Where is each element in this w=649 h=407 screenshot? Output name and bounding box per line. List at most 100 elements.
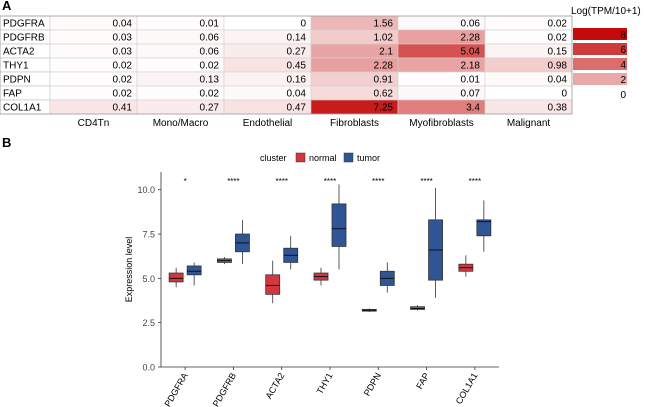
- heatmap-legend-swatch: [573, 73, 627, 85]
- boxplot-legend-swatch: [295, 152, 306, 163]
- heatmap-row-label: PDGFRB: [3, 33, 45, 44]
- heatmap-cell: [484, 85, 573, 101]
- heatmap-cell-value: 1.56: [374, 19, 394, 30]
- heatmap-cell-value: 0.03: [113, 33, 133, 44]
- heatmap-cell-value: 0.14: [287, 33, 307, 44]
- heatmap-legend-label: 4: [620, 60, 626, 71]
- boxplot-significance: ****: [372, 177, 384, 186]
- boxplot-x-tick-label: COL1A1: [454, 371, 480, 406]
- heatmap-cell-value: 5.04: [461, 47, 481, 58]
- boxplot: cluster normal tumor 0.0 2.5 5.0 7.5 10.0 Expres…: [124, 152, 499, 407]
- boxplot-x-tick-label: PDGFRA: [162, 371, 189, 407]
- heatmap-legend-swatch: [573, 28, 627, 40]
- heatmap-cell-value: 2.28: [461, 33, 481, 44]
- heatmap-column-label: Endothelial: [243, 118, 292, 129]
- boxplot-box-tumor: [186, 265, 202, 276]
- boxplot-box-normal: [168, 272, 184, 283]
- boxplot-legend-label: normal: [309, 153, 337, 163]
- heatmap-cell-value: 0.45: [287, 61, 307, 72]
- heatmap-cell-value: 3.4: [466, 103, 480, 114]
- heatmap-cell: [223, 15, 312, 31]
- heatmap-cell-value: 0.27: [200, 103, 220, 114]
- heatmap-cell-value: 1.02: [374, 33, 394, 44]
- heatmap-legend-swatch: [573, 58, 627, 70]
- boxplot-box-tumor: [476, 219, 492, 237]
- heatmap-row-label: ACTA2: [3, 47, 35, 58]
- heatmap-row-label: THY1: [3, 61, 29, 72]
- heatmap-frame: [0, 15, 573, 115]
- heatmap-legend-title: Log(TPM/10+1): [571, 6, 641, 17]
- boxplot-significance: ****: [324, 177, 336, 186]
- heatmap-row-label: FAP: [3, 89, 22, 100]
- heatmap-cell-value: 7.25: [374, 103, 394, 114]
- heatmap-cell-value: 0.06: [200, 47, 220, 58]
- heatmap-cell-value: 0.38: [548, 103, 568, 114]
- heatmap-legend-label: 8: [620, 30, 626, 41]
- panel-a-label: A: [2, 0, 12, 13]
- heatmap-cell-value: 2.28: [374, 61, 394, 72]
- heatmap-column-label: Myofibroblasts: [409, 118, 473, 129]
- boxplot-legend-swatch: [343, 152, 354, 163]
- heatmap-legend-swatch: [573, 43, 627, 55]
- heatmap-legend-label: 6: [620, 45, 626, 56]
- heatmap-cell-value: 0.06: [461, 19, 481, 30]
- boxplot-box-normal: [265, 274, 281, 295]
- heatmap-row-label: COL1A1: [3, 103, 42, 114]
- heatmap-cell-value: 0.98: [548, 61, 568, 72]
- heatmap-cell-value: 0.01: [461, 75, 481, 86]
- boxplot-x-tick-label: ACTA2: [264, 371, 287, 401]
- boxplot-y-tick-label: 5.0: [142, 274, 155, 284]
- heatmap-cell-value: 0.02: [113, 61, 133, 72]
- heatmap-cell-value: 2.1: [379, 47, 393, 58]
- boxplot-x-tick-label: PDPN: [362, 371, 383, 398]
- heatmap-cell-value: 0.02: [200, 61, 220, 72]
- boxplot-significance: ****: [227, 177, 239, 186]
- heatmap-cell-value: 0.27: [287, 47, 307, 58]
- heatmap-cell-value: 0.04: [287, 89, 307, 100]
- heatmap-legend: Log(TPM/10+1) 8 6 4 2 0: [571, 6, 641, 101]
- heatmap-cell-value: 0.03: [113, 47, 133, 58]
- boxplot-y-tick-label: 0.0: [142, 363, 155, 373]
- boxplot-y-axis-label: Expression level: [124, 237, 134, 303]
- boxplot-significance: ****: [275, 177, 287, 186]
- heatmap-legend-label: 2: [620, 75, 626, 86]
- heatmap-legend-label: 0: [620, 90, 626, 101]
- heatmap-column-label: Fibroblasts: [330, 118, 379, 129]
- panel-b-label: B: [2, 135, 12, 150]
- heatmap-cell-value: 0.02: [548, 33, 568, 44]
- heatmap-cell-value: 0.06: [200, 33, 220, 44]
- heatmap-cell-value: 0.02: [200, 89, 220, 100]
- heatmap-cell-value: 2.18: [461, 61, 481, 72]
- boxplot-y-tick-label: 2.5: [142, 318, 155, 328]
- boxplot-x-tick-label: THY1: [315, 371, 335, 396]
- heatmap-cell-value: 0.47: [287, 103, 307, 114]
- heatmap-column-label: Malignant: [507, 118, 551, 129]
- heatmap-cell-value: 0.01: [200, 19, 220, 30]
- heatmap-cell-value: 0.13: [200, 75, 220, 86]
- boxplot-legend-label: tumor: [357, 153, 380, 163]
- heatmap-cell-value: 0.02: [113, 89, 133, 100]
- boxplot-y-tick-label: 10.0: [137, 185, 155, 195]
- heatmap-row-label: PDPN: [3, 75, 31, 86]
- boxplot-y-tick-label: 7.5: [142, 230, 155, 240]
- heatmap-column-label: CD4Tn: [78, 118, 110, 129]
- heatmap-cell-value: 0.04: [548, 75, 568, 86]
- boxplot-box-tumor: [331, 203, 347, 247]
- heatmap-cell-value: 0.04: [113, 19, 133, 30]
- heatmap-cell-value: 0.02: [548, 19, 568, 30]
- heatmap: PDGFRA 0.04 0.01 0 1.56 0.06 0.02 PDGFRB 0.03 0.0…: [0, 15, 573, 129]
- heatmap-legend-swatch: [573, 88, 627, 100]
- boxplot-legend-title: cluster: [260, 153, 287, 163]
- heatmap-cell-value: 0.41: [113, 103, 133, 114]
- heatmap-cell-value: 0.07: [461, 89, 481, 100]
- heatmap-cell-value: 0: [300, 19, 306, 30]
- boxplot-x-tick-label: FAP: [414, 371, 431, 391]
- boxplot-significance: *: [184, 177, 187, 186]
- heatmap-cell-value: 0: [561, 89, 567, 100]
- heatmap-cell-value: 0.16: [287, 75, 307, 86]
- boxplot-x-tick-label: PDGFRB: [211, 371, 238, 407]
- heatmap-cell-value: 0.62: [374, 89, 394, 100]
- heatmap-row-label: PDGFRA: [3, 19, 45, 30]
- boxplot-significance: ****: [469, 177, 481, 186]
